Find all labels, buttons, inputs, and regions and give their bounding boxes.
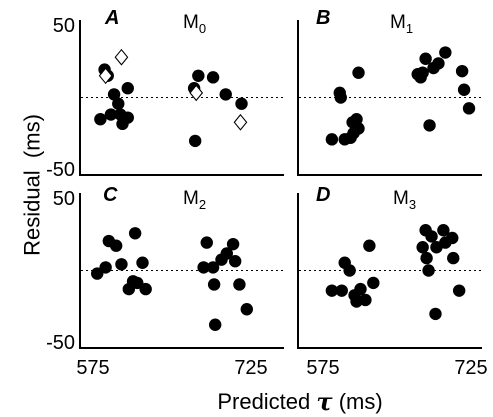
panel-c-data-point [207,278,221,291]
panel-b-letter: B [316,7,330,29]
panel-a-data-point [107,88,121,101]
panel-d-model-subscript: 3 [409,197,416,212]
panel-a-letter: A [104,7,119,29]
panel-c-data-point [109,239,123,252]
panel-d-data-point [343,264,356,277]
panel-c-data-point [226,237,240,251]
x-tick-right-start-label: 575 [306,357,339,379]
panel-b-data-point [416,66,429,79]
panel-c-data-point [197,261,210,274]
panel-c-model-name: M [183,188,199,209]
panel-d-model-name: M [393,188,409,209]
y-tick-bottom-label: -50 [46,332,75,354]
panel-c-data-point [115,258,128,271]
panel-a-open-diamond-point [189,84,204,102]
x-axis-tau-symbol: τ [316,387,333,416]
panel-c-data-point [200,236,213,249]
panel-a-data-point [104,108,118,121]
x-tick-right-end-label: 725 [454,357,487,379]
x-tick-left-start-label: 575 [76,357,109,379]
panel-a-data-point [206,71,220,84]
panel-b-model-subscript: 1 [406,21,413,36]
panel-d-data-point [425,230,438,243]
panel-b-data-point [350,113,363,126]
panel-a-model-subscript: 0 [199,21,206,36]
panel-d-data-point [446,231,459,245]
panel-a-data-point [94,113,107,126]
y-tick-mid-lower-label: 50 [53,188,75,210]
panel-d-data-point [363,239,376,252]
panel-b-data-point [325,133,339,146]
x-axis-unit: (ms) [339,389,383,414]
panel-c-data-point [229,255,242,268]
panel-a-model-name: M [183,12,199,33]
panel-a-data-point [188,134,202,148]
panel-d-data-point [420,251,433,265]
panel-a-data-point [121,111,134,124]
panel-c-data-point [128,227,142,240]
panel-b-data-point [455,64,469,78]
panel-d-letter: D [316,184,330,206]
panel-a-open-diamond-point [98,67,113,85]
y-tick-top-label: 50 [53,15,75,37]
panel-c-data-point [220,247,233,260]
panel-b-data-point [334,91,347,104]
panel-d-data-point [422,264,435,277]
panel-b-data-point [432,57,445,70]
panel-c-letter: C [103,184,118,206]
panel-a-data-point [235,97,248,110]
panel-b-model-label: M1 [390,12,413,36]
panel-c-data-point [206,261,220,274]
panel-c-data-point [139,282,152,296]
x-axis-label-text: Predicted [217,389,310,414]
panel-d-data-point [416,241,429,254]
panel-d-data-point [354,282,367,296]
x-axis-label: Predicted τ (ms) [217,387,382,416]
panel-a-open-diamond-point [233,113,248,131]
panel-b-data-point [423,119,436,132]
panel-c-model-subscript: 2 [199,197,206,212]
panel-d-data-point [335,284,348,297]
panel-b-data-point [457,83,471,96]
panel-a-data-point [219,88,232,101]
panel-c-data-point [136,256,149,269]
panel-c-data-point [240,303,253,316]
panel-d-data-point [367,276,380,290]
panel-b-data-point [352,122,365,135]
panel-c-data-point [99,261,112,274]
panel-b-data-point [419,52,432,65]
panel-a-data-point [192,69,205,83]
panel-a-model-label: M0 [183,12,206,36]
panel-a-data-point [121,82,134,95]
panel-d-data-point [325,284,339,297]
x-tick-left-end-label: 725 [234,357,267,379]
panel-c-data-point [208,318,222,331]
panel-d-data-point [452,284,466,297]
panel-d-data-point [359,293,372,307]
panel-b-data-point [439,46,452,59]
panel-a-open-diamond-point [114,48,129,66]
panel-b-data-point [352,66,365,79]
panel-a-data-point [112,97,125,110]
panel-c-model-label: M2 [183,188,206,212]
panel-b-data-point [462,102,476,115]
panel-b-model-name: M [390,12,406,33]
panel-d-data-point [447,251,460,265]
panel-d-data-point [429,307,442,321]
y-axis-label: Residual (ms) [20,114,45,256]
panel-d-model-label: M3 [393,188,416,212]
panel-c-data-point [233,278,246,291]
panel-d-data-point [437,224,450,237]
y-tick-mid-upper-label: -50 [46,159,75,181]
